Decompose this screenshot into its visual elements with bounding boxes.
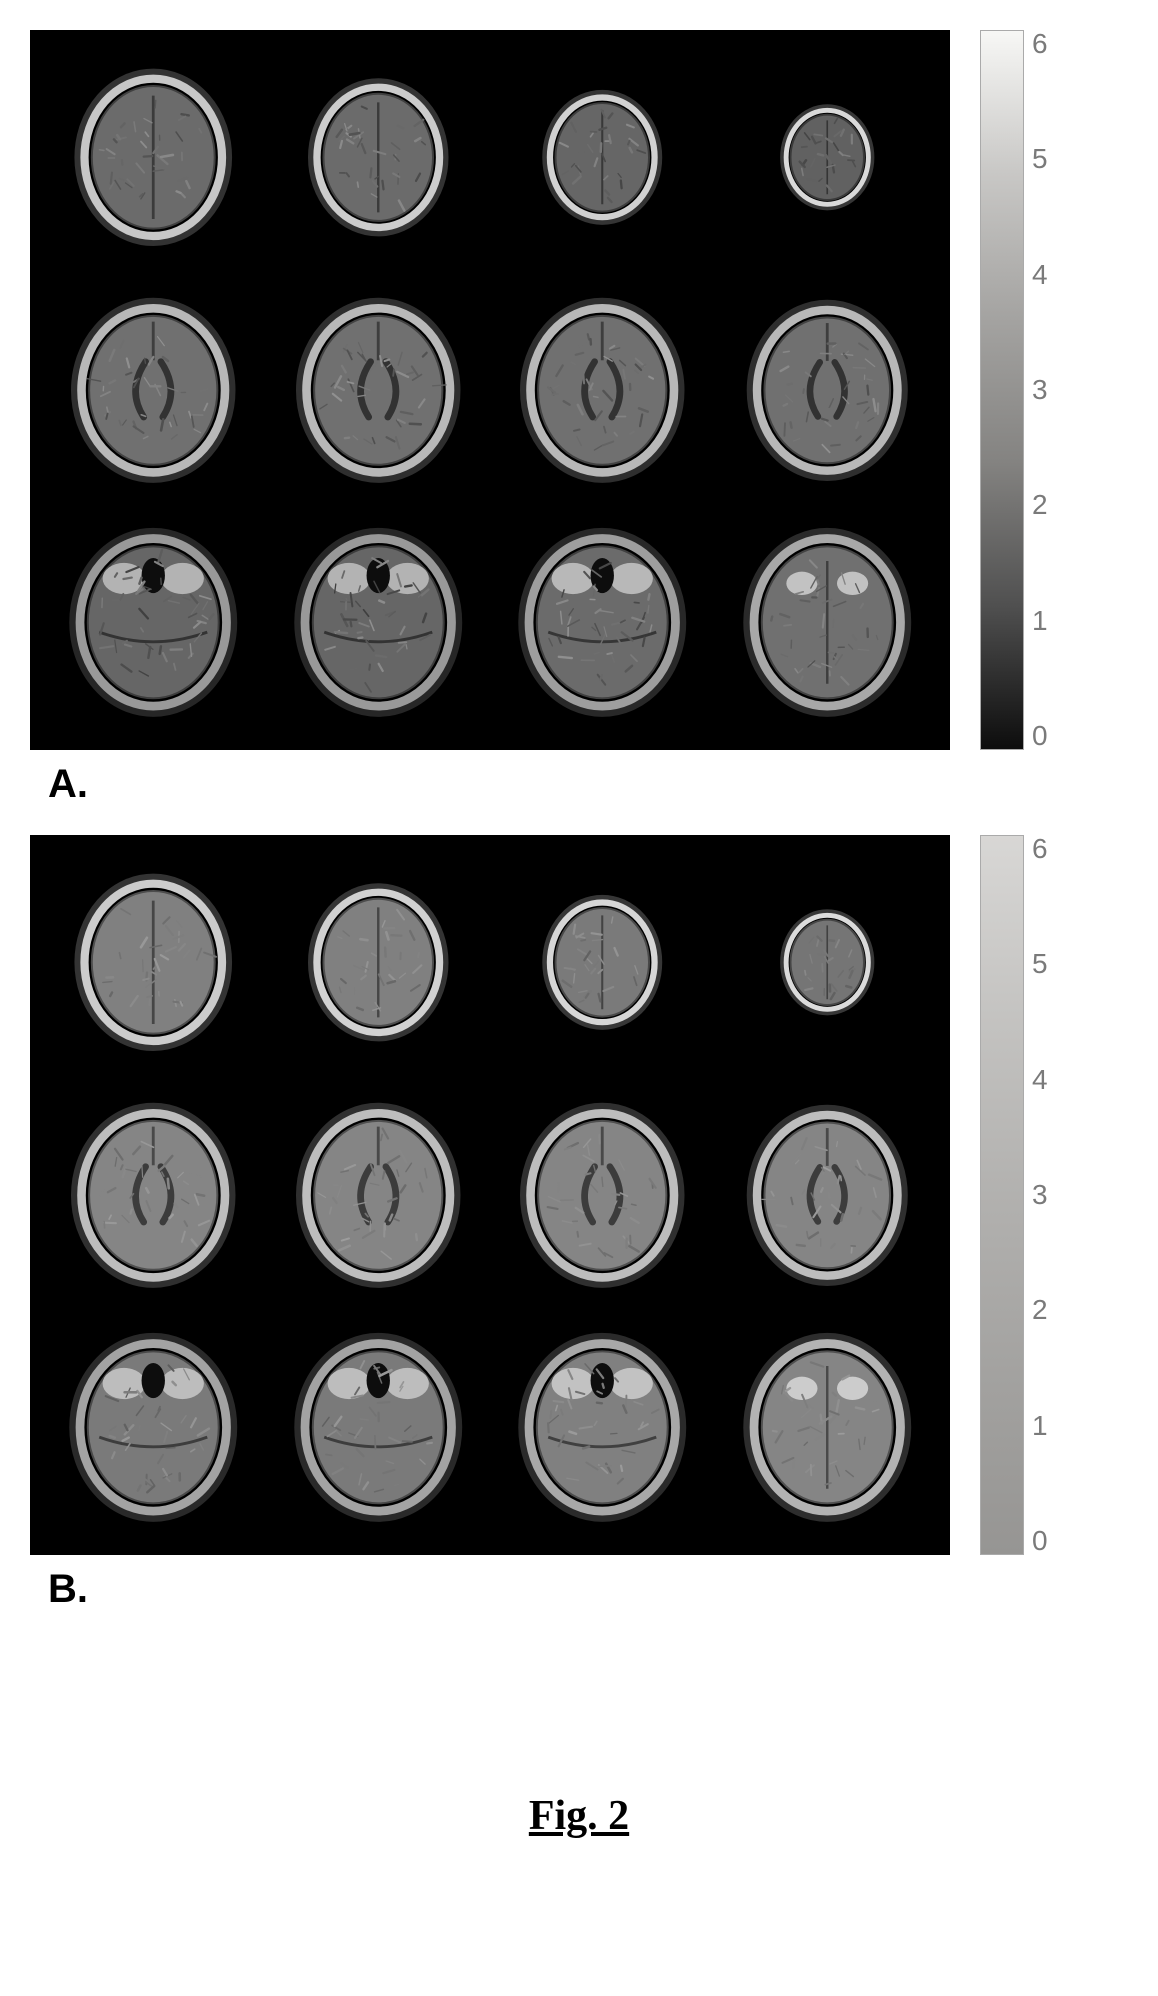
brain-slice — [273, 1318, 484, 1537]
colorbar-tick-label: 0 — [1032, 722, 1048, 750]
colorbar-tick-label: 5 — [1032, 145, 1048, 173]
brain-slice — [722, 853, 933, 1072]
colorbar-tick-label: 4 — [1032, 261, 1048, 289]
brain-slice — [497, 48, 708, 267]
panel-a-colorbar-wrap: 6 5 4 3 2 1 0 — [980, 30, 1048, 750]
brain-slice — [48, 48, 259, 267]
colorbar-tick-label: 1 — [1032, 607, 1048, 635]
panel-b-colorbar — [980, 835, 1024, 1555]
colorbar-tick-label: 5 — [1032, 950, 1048, 978]
panel-b-colorbar-wrap: 6 5 4 3 2 1 0 — [980, 835, 1048, 1555]
brain-slice — [273, 1086, 484, 1305]
panel-a-colorbar — [980, 30, 1024, 750]
brain-slice — [48, 513, 259, 732]
brain-slice — [497, 853, 708, 1072]
brain-slice — [273, 513, 484, 732]
colorbar-tick-label: 1 — [1032, 1412, 1048, 1440]
brain-slice — [273, 48, 484, 267]
brain-slice — [722, 1318, 933, 1537]
colorbar-tick-label: 0 — [1032, 1527, 1048, 1555]
colorbar-tick-label: 6 — [1032, 835, 1048, 863]
brain-slice — [273, 853, 484, 1072]
panel-a-image-grid — [30, 30, 950, 750]
panel-b-label: B. — [48, 1567, 1128, 1612]
panel-a-label: A. — [48, 762, 1128, 807]
colorbar-tick-label: 2 — [1032, 491, 1048, 519]
brain-slice — [722, 513, 933, 732]
brain-slice — [48, 281, 259, 500]
colorbar-tick-label: 2 — [1032, 1296, 1048, 1324]
brain-slice — [722, 281, 933, 500]
colorbar-tick-label: 6 — [1032, 30, 1048, 58]
brain-slice — [48, 1318, 259, 1537]
panel-a-block: 6 5 4 3 2 1 0 — [30, 30, 1128, 750]
brain-slice — [48, 853, 259, 1072]
panel-a-colorbar-ticks: 6 5 4 3 2 1 0 — [1032, 30, 1048, 750]
brain-slice — [497, 281, 708, 500]
brain-slice — [497, 513, 708, 732]
brain-slice — [722, 48, 933, 267]
figure-caption: Fig. 2 — [30, 1792, 1128, 1840]
brain-slice — [722, 1086, 933, 1305]
brain-slice — [48, 1086, 259, 1305]
colorbar-tick-label: 3 — [1032, 376, 1048, 404]
figure-container: 6 5 4 3 2 1 0 A. — [30, 30, 1128, 1840]
colorbar-tick-label: 3 — [1032, 1181, 1048, 1209]
colorbar-tick-label: 4 — [1032, 1066, 1048, 1094]
panel-b-image-grid — [30, 835, 950, 1555]
brain-slice — [273, 281, 484, 500]
brain-slice — [497, 1086, 708, 1305]
panel-b-block: 6 5 4 3 2 1 0 — [30, 835, 1128, 1555]
brain-slice — [497, 1318, 708, 1537]
panel-b-colorbar-ticks: 6 5 4 3 2 1 0 — [1032, 835, 1048, 1555]
